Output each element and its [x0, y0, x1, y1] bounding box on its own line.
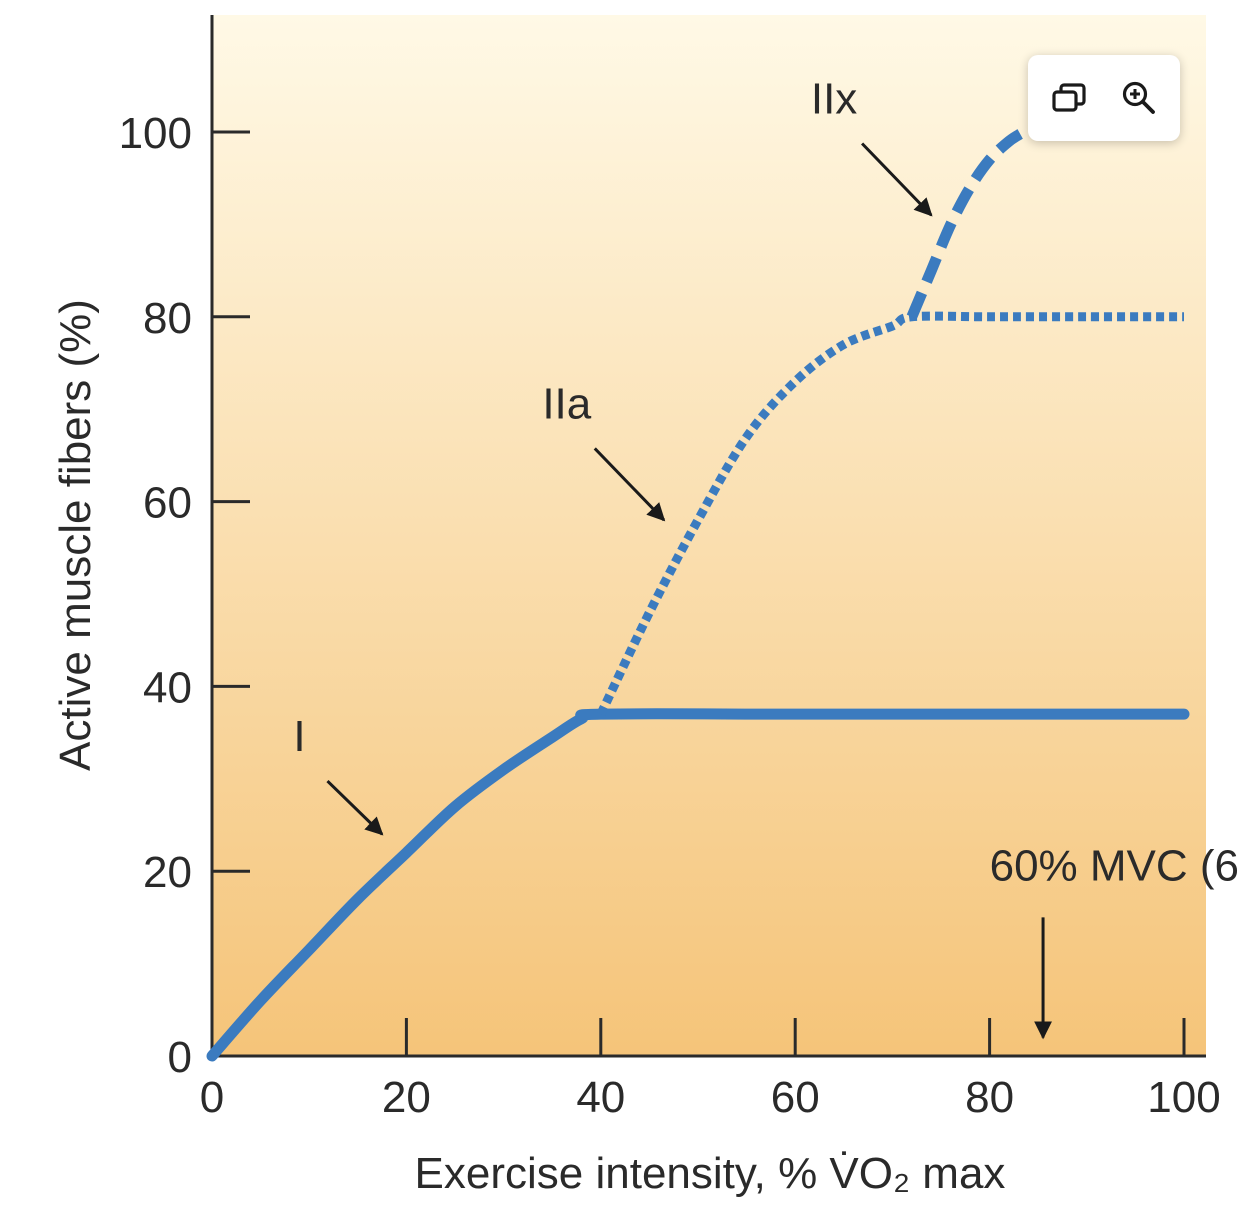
series-group: [206, 127, 1190, 1062]
annotation-label: IIa: [542, 379, 591, 428]
x-tick-label: 0: [200, 1073, 224, 1122]
open-in-new-window-icon: [1052, 83, 1086, 112]
y-tick-label: 60: [143, 479, 192, 528]
annotation-label: 60% MVC (60 rpm): [990, 841, 1240, 890]
annotation-arrow: [593, 447, 666, 522]
y-axis-title: Active muscle fibers (%): [51, 299, 100, 771]
x-tick-label: 60: [771, 1073, 820, 1122]
y-tick-label: 40: [143, 663, 192, 712]
x-tick-label: 100: [1147, 1073, 1220, 1122]
x-tick-label: 20: [382, 1073, 431, 1122]
open-in-new-window-button[interactable]: [1041, 70, 1097, 126]
y-tick-label: 0: [168, 1033, 192, 1082]
annotation-arrow: [861, 142, 933, 217]
figure-toolbar: [1028, 55, 1180, 141]
series-line-i: [206, 708, 1190, 1062]
x-tick-label: 40: [576, 1073, 625, 1122]
annotation-label: IIx: [811, 75, 857, 124]
x-axis-title: Exercise intensity, % V̇O₂ max: [415, 1149, 1006, 1198]
y-tick-label: 80: [143, 294, 192, 343]
series-line-iix: [906, 127, 1027, 319]
series-line-iia: [596, 311, 1184, 717]
annotation-group: I IIa IIx 60% MVC (60 rpm): [293, 75, 1240, 1040]
x-tick-label: 80: [965, 1073, 1014, 1122]
x-axis-ticks: 0 20 40 60 80 100: [200, 1018, 1221, 1122]
annotation-arrow: [326, 780, 384, 836]
y-tick-label: 20: [143, 848, 192, 897]
annotation-label: I: [293, 712, 305, 761]
y-axis-ticks: 0 20 40 60 80 100: [119, 109, 250, 1082]
zoom-in-button[interactable]: [1111, 70, 1167, 126]
y-tick-label: 100: [119, 109, 192, 158]
zoom-in-icon: [1122, 81, 1155, 114]
